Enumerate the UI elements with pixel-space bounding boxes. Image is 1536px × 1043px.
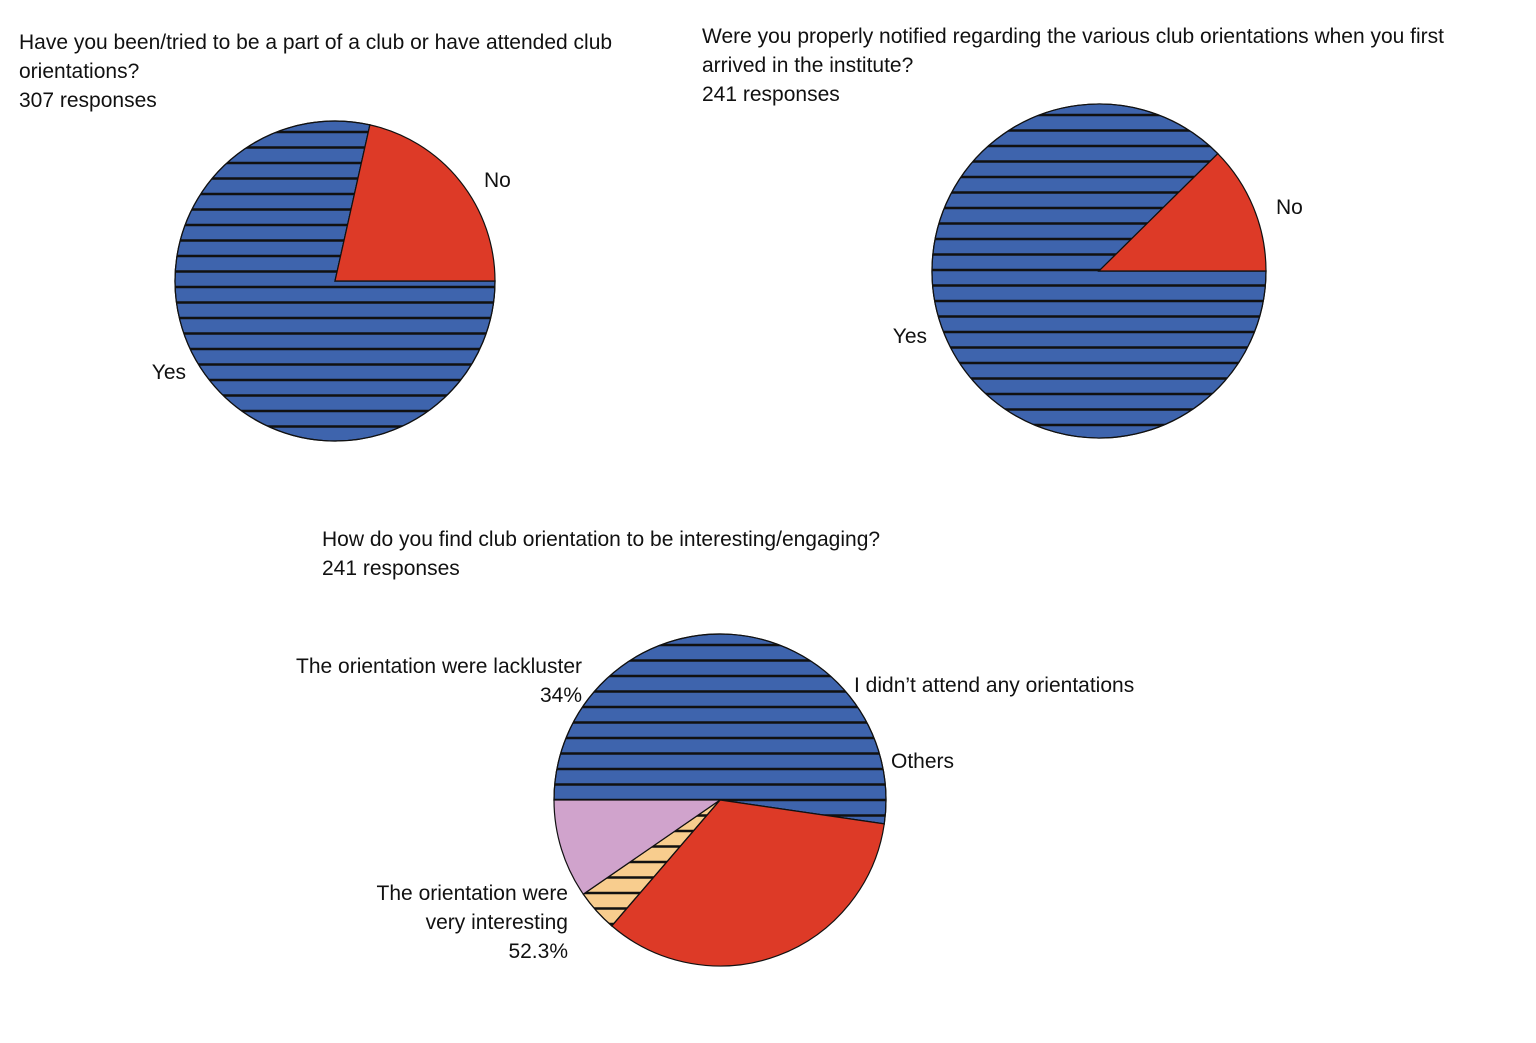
chart-2-label-no: No (1276, 196, 1303, 219)
chart-3-label-i-didn-t-attend-any-orientations: I didn’t attend any orientations (854, 674, 1134, 697)
chart-3-response-count: 241 responses (322, 557, 460, 580)
chart-2-slice-no (1097, 152, 1267, 272)
chart-3-label-others: Others (891, 750, 954, 773)
chart-1-response-count: 307 responses (19, 89, 157, 112)
chart-3-title: How do you find club orientation to be i… (322, 528, 881, 551)
chart-1-slice-no (334, 124, 496, 282)
chart-2-label-yes: Yes (893, 325, 927, 348)
chart-1-label-yes: Yes (152, 361, 186, 384)
chart-1-title: Have you been/tried to be a part of a cl… (19, 31, 613, 83)
chart-1-label-no: No (484, 169, 511, 192)
chart-3-label-the-orientation-were-lackluster: The orientation were lackluster 34% (296, 655, 582, 707)
chart-3-slice-the-orientation-were-very-interesting (553, 633, 887, 825)
chart-3-slice-others (553, 799, 722, 896)
chart-2-response-count: 241 responses (702, 83, 840, 106)
chart-3-slice-the-orientation-were-lackluster (610, 799, 885, 967)
chart-3-label-the-orientation-were-very-interesting: The orientation were very interesting 52.3… (377, 882, 568, 963)
chart-2-title: Were you properly notified regarding the… (702, 25, 1445, 77)
chart-2: Were you properly notified regarding the… (702, 22, 1512, 109)
chart-3: How do you find club orientation to be i… (322, 525, 1122, 583)
chart-1: Have you been/tried to be a part of a cl… (19, 28, 679, 115)
